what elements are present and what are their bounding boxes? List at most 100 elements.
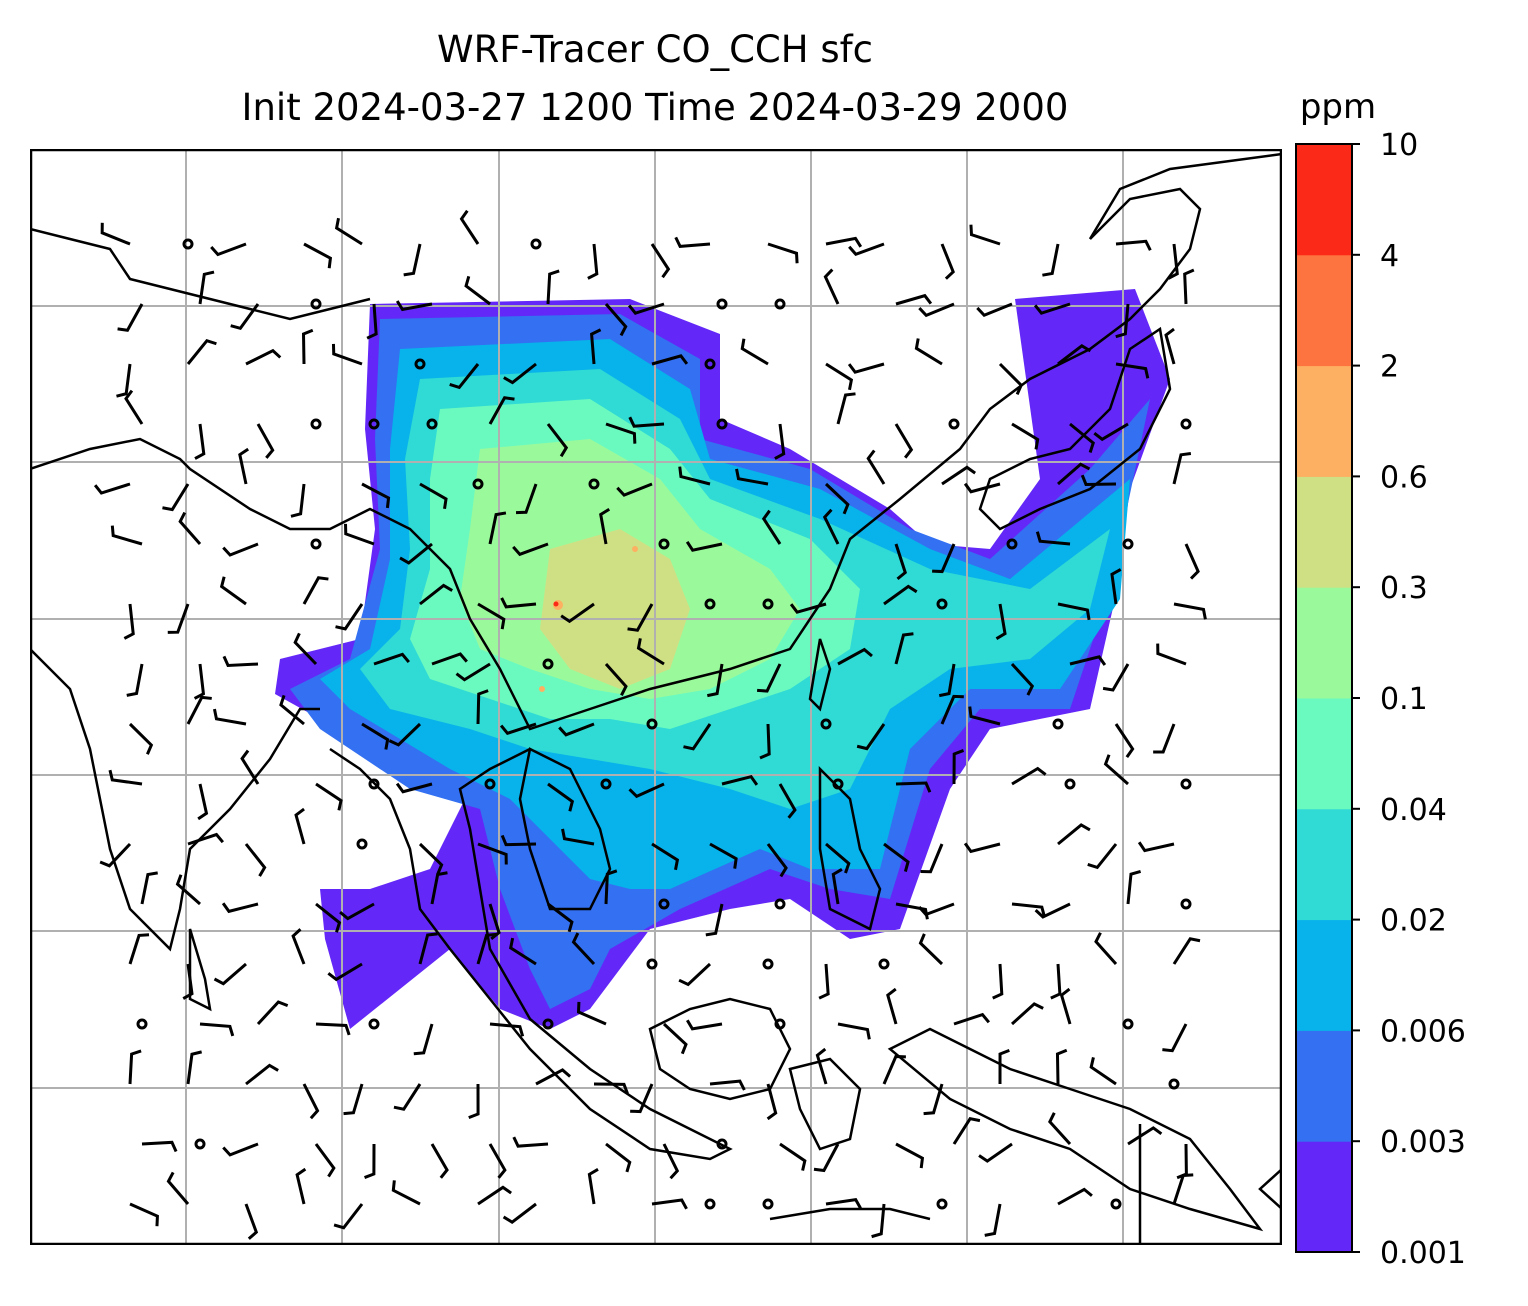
- wind-barb: [587, 1168, 599, 1205]
- wind-barb: [837, 1022, 871, 1040]
- wind-barb: [245, 348, 282, 366]
- wind-barb: [709, 1079, 746, 1091]
- colorbar-unit-label: ppm: [1300, 87, 1376, 127]
- wind-barb: [388, 722, 422, 747]
- calm-wind-marker: [310, 538, 322, 550]
- wind-barb: [1094, 932, 1118, 966]
- wind-barb: [779, 1142, 807, 1171]
- colorbar-frame: [1295, 143, 1353, 1253]
- wind-barb: [393, 1083, 422, 1111]
- wind-barb: [399, 542, 433, 565]
- wind-barb: [162, 483, 190, 512]
- wind-barb: [650, 243, 671, 279]
- calm-wind-marker: [1180, 418, 1192, 430]
- wind-barb: [871, 1203, 886, 1239]
- wind-barb: [1167, 243, 1179, 280]
- wind-barb: [315, 902, 342, 933]
- calm-wind-marker: [762, 958, 774, 970]
- colorbar-band: [1296, 1141, 1352, 1253]
- wind-barb: [213, 962, 247, 986]
- wind-barb: [140, 871, 158, 905]
- wind-barb: [992, 963, 1004, 1000]
- calm-wind-marker: [136, 1018, 148, 1030]
- wind-barb: [1010, 1002, 1044, 1026]
- wind-barb: [1172, 451, 1192, 485]
- wind-barb: [244, 1203, 259, 1240]
- wind-barb: [1115, 239, 1152, 251]
- calm-wind-marker: [762, 598, 774, 610]
- wind-barb: [630, 1083, 654, 1114]
- wind-barb: [968, 706, 1001, 726]
- wind-barb: [740, 338, 769, 366]
- wind-barb: [110, 525, 143, 546]
- colorbar-tick-label: 0.3: [1380, 571, 1428, 606]
- wind-barb: [894, 543, 907, 581]
- wind-barb: [240, 749, 260, 785]
- wind-barb: [499, 722, 537, 736]
- wind-barb: [1115, 303, 1130, 339]
- wind-barb: [923, 1083, 944, 1116]
- wind-barb: [291, 928, 306, 965]
- wind-barb: [883, 842, 910, 872]
- calm-wind-marker: [774, 898, 786, 910]
- wind-barb: [339, 902, 375, 921]
- wind-barb: [604, 303, 628, 337]
- wind-barb: [230, 303, 260, 330]
- wind-barb: [1102, 663, 1130, 692]
- calm-wind-marker: [368, 778, 380, 790]
- wind-barb: [1050, 963, 1062, 1000]
- wind-barb: [616, 482, 653, 497]
- wind-barb: [759, 723, 771, 760]
- map-title-line1: WRF-Tracer CO_CCH sfc: [436, 28, 873, 71]
- wind-barb: [953, 1012, 991, 1026]
- wind-barb: [605, 1142, 632, 1173]
- wind-barb: [825, 236, 863, 248]
- wind-barb: [193, 663, 206, 700]
- colorbar-band: [1296, 698, 1352, 810]
- wind-barb: [963, 842, 1001, 854]
- wind-barb: [938, 663, 956, 698]
- wind-barb: [848, 242, 885, 257]
- wind-barb: [1114, 723, 1135, 759]
- wind-barb: [124, 389, 144, 425]
- concentration-field: [275, 289, 1170, 1029]
- wind-barb: [100, 222, 131, 246]
- wind-barb: [1059, 987, 1072, 1025]
- wind-barb: [301, 328, 314, 365]
- wind-barb: [334, 217, 363, 246]
- wind-barb: [222, 655, 259, 668]
- wind-barb: [343, 1083, 364, 1116]
- wind-barb: [294, 807, 306, 845]
- wind-barb: [920, 843, 944, 874]
- wind-barb: [822, 508, 840, 545]
- wind-barb: [662, 1143, 680, 1180]
- colorbar-band: [1296, 919, 1352, 1031]
- wind-barb: [636, 638, 665, 666]
- wind-barb: [605, 422, 637, 444]
- wind-barb: [295, 1167, 307, 1205]
- wind-barb: [186, 695, 212, 725]
- calm-wind-marker: [472, 478, 484, 490]
- wind-barb: [167, 603, 190, 634]
- colorbar-tick-label: 0.006: [1380, 1014, 1466, 1049]
- wind-barb: [361, 722, 390, 750]
- wind-barb: [547, 782, 575, 812]
- wind-barb: [500, 834, 537, 847]
- wind-barb: [963, 482, 1001, 494]
- colorbar-ticks: 0.001 0.003 0.006 0.02 0.04 0.1 0.3 0.6 2 4 10: [1352, 128, 1466, 1271]
- wind-barb: [995, 603, 1007, 640]
- wind-barb: [651, 842, 680, 871]
- wind-barb: [1069, 422, 1095, 453]
- wind-barb: [558, 722, 595, 737]
- calm-wind-marker: [716, 298, 728, 310]
- calm-wind-marker: [704, 358, 716, 370]
- wind-barb: [500, 597, 537, 609]
- colorbar-band: [1296, 476, 1352, 588]
- wind-barb: [1011, 902, 1046, 918]
- contour-03: [540, 529, 690, 689]
- wind-barb: [767, 242, 799, 264]
- wind-barb: [789, 602, 827, 614]
- wind-barb: [488, 903, 501, 941]
- calm-wind-marker: [1122, 1018, 1134, 1030]
- wind-barb: [99, 842, 132, 868]
